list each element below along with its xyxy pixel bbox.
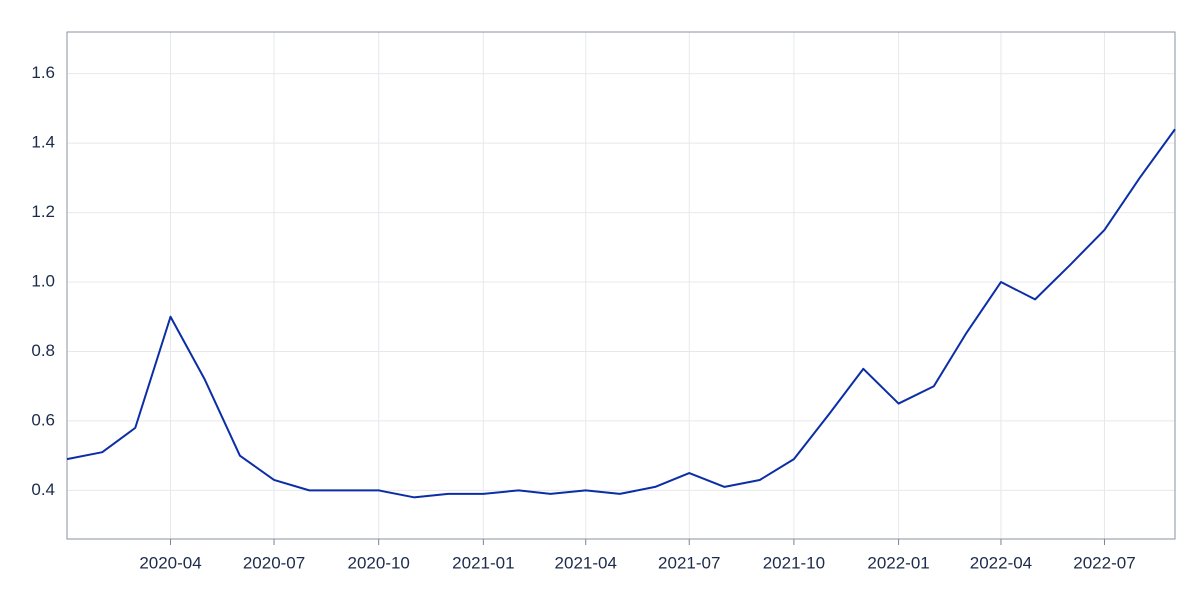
x-tick-label: 2021-07 bbox=[658, 553, 720, 572]
y-tick-label: 1.6 bbox=[31, 63, 55, 82]
x-tick-label: 2021-04 bbox=[555, 553, 617, 572]
x-tick-label: 2021-01 bbox=[452, 553, 514, 572]
x-tick-label: 2020-07 bbox=[243, 553, 305, 572]
y-tick-label: 0.4 bbox=[31, 480, 55, 499]
x-tick-label: 2022-07 bbox=[1073, 553, 1135, 572]
y-tick-label: 0.8 bbox=[31, 341, 55, 360]
y-tick-label: 1.4 bbox=[31, 133, 55, 152]
x-tick-label: 2022-04 bbox=[970, 553, 1032, 572]
y-tick-label: 1.0 bbox=[31, 272, 55, 291]
x-tick-label: 2022-01 bbox=[867, 553, 929, 572]
y-tick-label: 0.6 bbox=[31, 410, 55, 429]
x-tick-label: 2020-04 bbox=[139, 553, 201, 572]
x-tick-label: 2021-10 bbox=[763, 553, 825, 572]
x-tick-label: 2020-10 bbox=[348, 553, 410, 572]
plot-border bbox=[66, 31, 1176, 540]
y-tick-label: 1.2 bbox=[31, 202, 55, 221]
data-line bbox=[66, 128, 1176, 499]
